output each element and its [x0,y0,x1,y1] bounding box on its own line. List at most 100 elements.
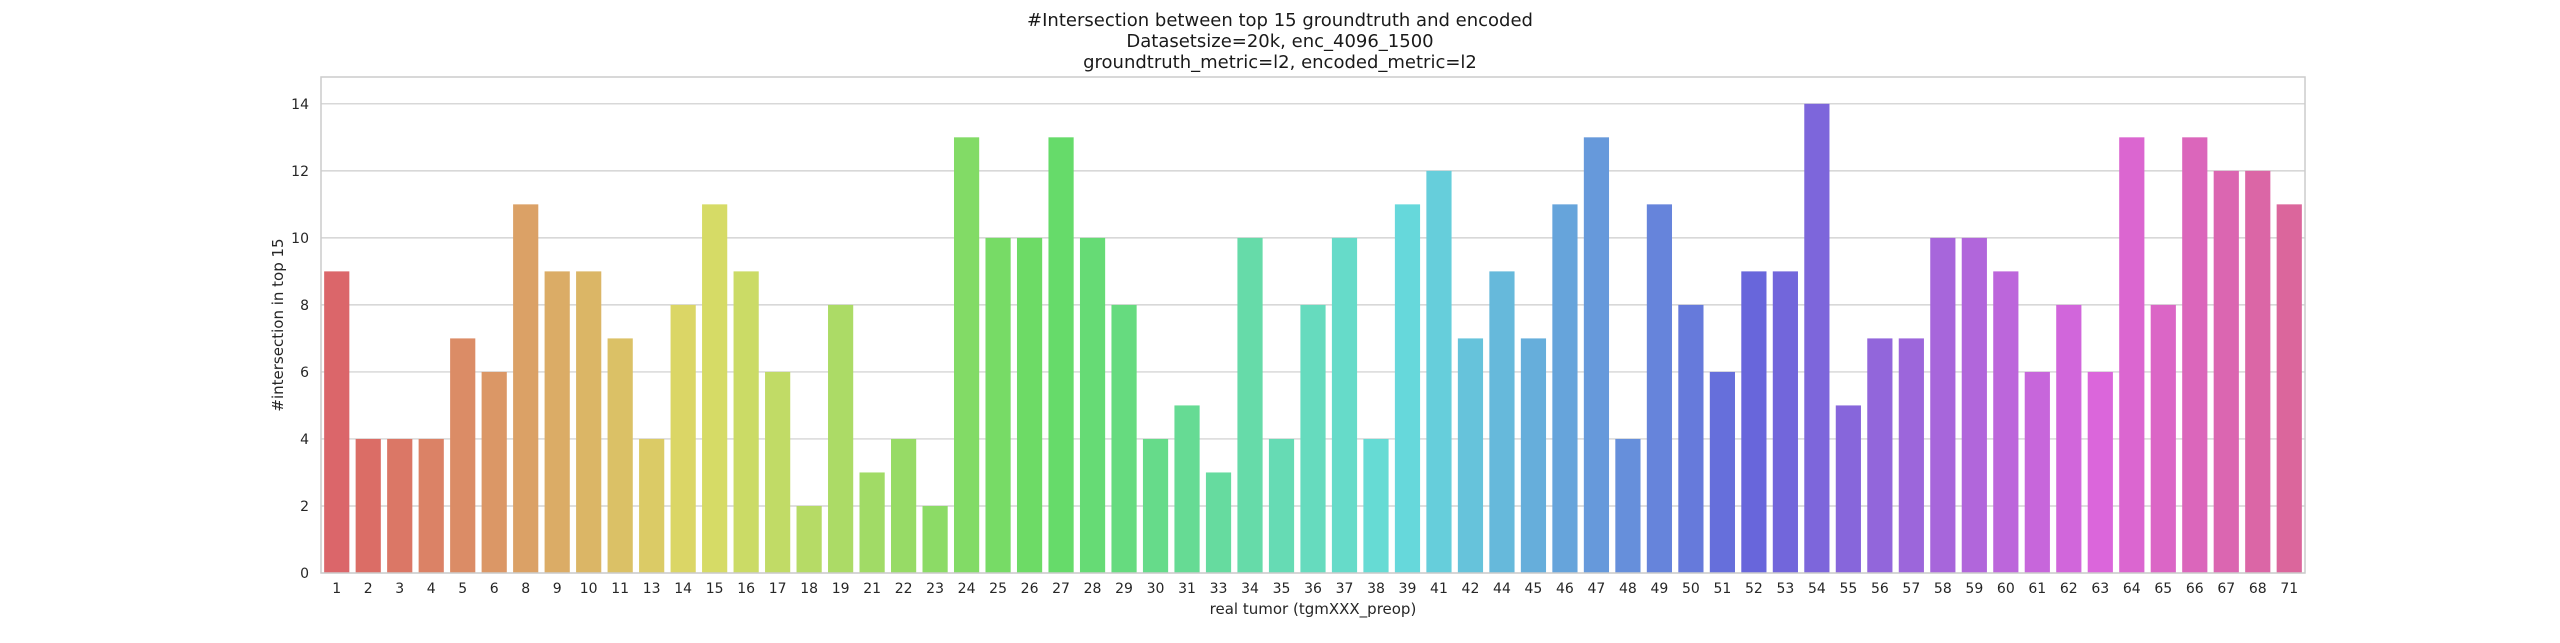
x-tick-label: 55 [1839,581,1857,597]
bar [2024,371,2050,573]
bar [544,271,570,573]
bar [1079,237,1106,573]
bar [1678,304,1704,573]
x-axis-label: real tumor (tgmXXX_preop) [1210,600,1417,619]
x-tick-label: 63 [2091,581,2109,597]
bar [1804,103,1830,573]
bar [513,204,539,573]
bar [1426,170,1452,574]
x-tick-label: 45 [1525,581,1543,597]
bar [796,505,822,573]
x-tick-label: 4 [427,581,436,597]
y-tick-label: 2 [300,499,309,515]
bar [1709,371,1735,573]
bar [2150,304,2176,573]
bar [1111,304,1137,573]
x-tick-label: 9 [553,581,562,597]
x-tick-label: 61 [2028,581,2046,597]
bar [1552,204,1578,573]
bar [859,472,885,573]
bar [733,271,759,573]
x-tick-label: 48 [1619,581,1637,597]
chart-title-line-3: groundtruth_metric=l2, encoded_metric=l2 [1083,52,1477,73]
bar [1237,237,1263,573]
bars [324,103,2302,574]
x-tick-label: 1 [332,581,341,597]
x-tick-label: 53 [1776,581,1794,597]
x-tick-label: 37 [1336,581,1354,597]
bar [1394,204,1421,573]
bar [2213,170,2239,574]
x-tick-label: 64 [2123,581,2141,597]
x-tick-label: 11 [611,581,629,597]
x-tick-label: 14 [674,581,692,597]
bar [1520,338,1547,573]
x-tick-label: 23 [926,581,944,597]
x-tick-label: 71 [2280,581,2298,597]
bar [1961,237,1987,573]
x-tick-label: 2 [364,581,373,597]
bar [1048,137,1074,573]
x-tick-label: 57 [1902,581,1920,597]
x-tick-label: 33 [1210,581,1228,597]
bar [607,338,633,573]
x-tick-label: 30 [1147,581,1165,597]
x-tick-label: 39 [1399,581,1417,597]
x-tick-label: 66 [2186,581,2204,597]
x-tick-label: 38 [1367,581,1385,597]
x-tick-label: 36 [1304,581,1322,597]
bar [1142,438,1169,573]
bar [450,338,476,573]
x-tick-label: 51 [1713,581,1731,597]
bar [2087,371,2113,573]
y-tick-label: 14 [291,97,309,113]
bar [2276,204,2302,573]
bar [355,438,381,573]
bar [2119,137,2145,573]
bar [2056,304,2082,573]
bar [639,438,665,573]
x-tick-label: 15 [706,581,724,597]
bar [418,438,444,573]
plot-border [320,76,2306,574]
bar [1898,338,1924,573]
x-tick-label: 17 [769,581,787,597]
y-axis-label: #intersection in top 15 [269,238,287,411]
x-tick-label: 50 [1682,581,1700,597]
x-tick-label: 24 [958,581,976,597]
chart-title-line-1: #Intersection between top 15 groundtruth… [1027,10,1533,31]
bar [922,505,948,573]
bar [1457,338,1484,573]
bar [1363,438,1389,573]
x-tick-label: 29 [1115,581,1133,597]
x-tick-label: 28 [1084,581,1102,597]
bar [324,271,350,573]
x-tick-label: 44 [1493,581,1511,597]
x-tick-label: 42 [1462,581,1480,597]
x-tick-label: 22 [895,581,913,597]
x-tick-label: 41 [1430,581,1448,597]
bar [1583,137,1610,573]
bar [1646,204,1673,573]
x-tick-label: 5 [458,581,467,597]
bar [1772,271,1798,573]
x-tick-label: 46 [1556,581,1574,597]
bar [1268,438,1295,573]
x-tick-label: 65 [2154,581,2172,597]
x-tick-label: 59 [1965,581,1983,597]
x-tick-labels: 1 2 3 4 5 6 8 9 10 11 13 14 15 16 17 18 19 21 22 23 24 25 26 27… [332,581,2298,597]
bar [1300,304,1326,573]
x-tick-label: 25 [989,581,1007,597]
bar [1615,438,1641,573]
x-tick-label: 21 [863,581,881,597]
x-tick-label: 3 [395,581,404,597]
y-tick-label: 4 [300,432,309,448]
bar [702,204,728,573]
y-tick-label: 0 [300,566,309,582]
bar [1835,405,1861,573]
x-tick-label: 67 [2217,581,2235,597]
x-tick-label: 52 [1745,581,1763,597]
bar [1174,405,1200,573]
bar [765,371,791,573]
